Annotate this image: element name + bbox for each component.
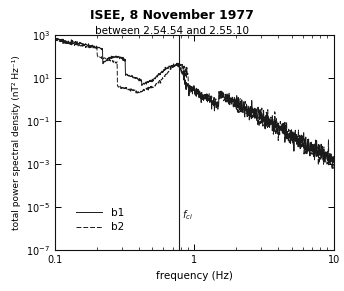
b1: [332, 155, 336, 158]
b2: [330, 167, 334, 171]
Legend: b1, b2: b1, b2: [74, 206, 126, 234]
Text: $f_{ci}$: $f_{ci}$: [182, 208, 193, 222]
b2: [222, 98, 226, 102]
b2: [264, 111, 268, 114]
Text: ISEE, 8 November 1977: ISEE, 8 November 1977: [90, 9, 254, 22]
Y-axis label: total power spectral density (nT² Hz⁻¹): total power spectral density (nT² Hz⁻¹): [12, 55, 21, 230]
b1: [230, 99, 235, 102]
b1: [53, 35, 57, 39]
b1: [222, 96, 226, 100]
Line: b1: b1: [55, 37, 334, 165]
Text: between 2.54.54 and 2.55.10: between 2.54.54 and 2.55.10: [95, 26, 249, 36]
b2: [293, 137, 297, 141]
X-axis label: frequency (Hz): frequency (Hz): [156, 271, 233, 281]
b2: [53, 38, 57, 41]
b1: [215, 101, 219, 104]
b1: [327, 163, 331, 167]
Line: b2: b2: [55, 40, 334, 169]
b2: [215, 105, 219, 109]
b2: [332, 157, 336, 161]
b1: [70, 40, 74, 44]
b2: [70, 40, 74, 44]
b2: [230, 100, 235, 104]
b1: [264, 114, 268, 117]
b1: [293, 131, 297, 134]
